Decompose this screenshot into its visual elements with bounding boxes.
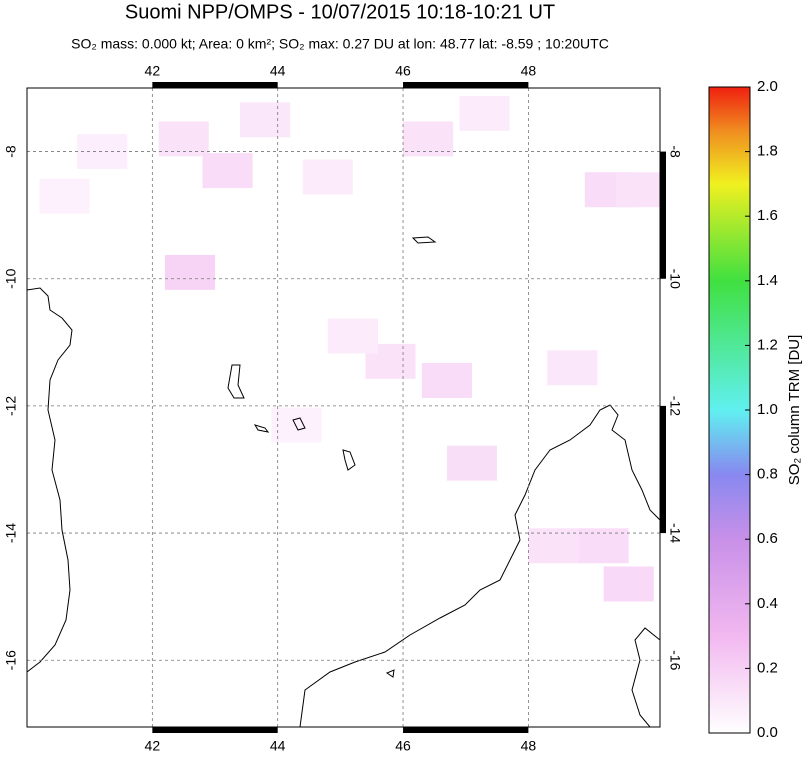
- so2-pixel: [302, 159, 353, 195]
- y-tick-label: -16: [667, 650, 683, 670]
- chart-subtitle: SO₂ mass: 0.000 kt; Area: 0 km²; SO₂ max…: [71, 36, 609, 52]
- chart-title: Suomi NPP/OMPS - 10/07/2015 10:18-10:21 …: [125, 1, 555, 23]
- colorbar-tick-label: 0.0: [757, 724, 778, 741]
- y-tick-label: -14: [667, 523, 683, 543]
- colorbar-tick-label: 1.6: [757, 207, 778, 224]
- frame-bar: [152, 82, 278, 88]
- so2-pixel: [616, 172, 660, 208]
- x-tick-label: 48: [521, 63, 537, 79]
- y-tick-label: -8: [667, 145, 683, 158]
- y-tick-label: -16: [3, 650, 19, 670]
- frame-bar: [403, 727, 529, 733]
- so2-pixel: [240, 102, 291, 138]
- y-tick-label: -10: [3, 268, 19, 288]
- frame-bar: [403, 82, 529, 88]
- island: [385, 669, 395, 678]
- so2-pixel: [459, 95, 510, 131]
- y-tick-label: -10: [667, 269, 683, 289]
- so2-pixel: [271, 407, 322, 443]
- x-tick-label: 42: [145, 63, 161, 79]
- frame-bar: [660, 151, 666, 279]
- so2-pixel: [547, 350, 598, 386]
- so2-pixel: [202, 153, 253, 189]
- so2-pixel: [39, 178, 90, 214]
- coastline: [299, 404, 660, 727]
- colorbar-tick-label: 0.6: [757, 530, 778, 547]
- so2-pixel: [158, 121, 209, 157]
- frame-bar: [660, 405, 666, 534]
- x-tick-label: 44: [270, 63, 286, 79]
- colorbar-tick-label: 1.0: [757, 401, 778, 418]
- frame-bar: [152, 727, 278, 733]
- colorbar-tick-label: 1.2: [757, 336, 778, 353]
- so2-pixel: [164, 254, 216, 290]
- x-tick-label: 44: [270, 738, 286, 754]
- island: [292, 417, 306, 431]
- so2-pixel: [578, 528, 629, 564]
- so2-pixel: [403, 121, 454, 157]
- x-tick-label: 46: [395, 63, 411, 79]
- colorbar-tick-label: 1.8: [757, 143, 778, 160]
- island: [253, 424, 270, 433]
- coastline: [27, 287, 73, 673]
- x-tick-label: 48: [521, 738, 537, 754]
- colorbar-tick-label: 0.8: [757, 466, 778, 483]
- island: [227, 364, 245, 399]
- y-tick-label: -14: [3, 523, 19, 543]
- colorbar-tick-label: 1.4: [757, 272, 778, 289]
- so2-pixel: [603, 566, 654, 602]
- x-tick-label: 46: [395, 738, 411, 754]
- y-tick-label: -12: [3, 396, 19, 416]
- so2-pixel: [446, 445, 498, 481]
- x-tick-label: 42: [145, 738, 161, 754]
- so2-pixel: [421, 362, 472, 398]
- map-frame: [26, 87, 661, 728]
- colorbar: [708, 86, 751, 734]
- colorbar-tick-label: 0.4: [757, 595, 778, 612]
- y-tick-label: -12: [667, 396, 683, 416]
- island: [411, 236, 437, 244]
- island: [342, 449, 356, 471]
- so2-pixel: [528, 528, 579, 564]
- so2-pixel: [327, 318, 378, 354]
- pixel-layer: [39, 95, 660, 602]
- colorbar-tick-label: 0.2: [757, 659, 778, 676]
- axes: 42 42 44 44 46 46 48 48 -8 -8 -10 -10 -12 -12 -14 -14 -1…: [3, 63, 684, 754]
- y-tick-label: -8: [3, 145, 19, 158]
- colorbar-tick-label: 2.0: [757, 78, 778, 95]
- colorbar-label: SO₂ column TRM [DU]: [786, 335, 803, 486]
